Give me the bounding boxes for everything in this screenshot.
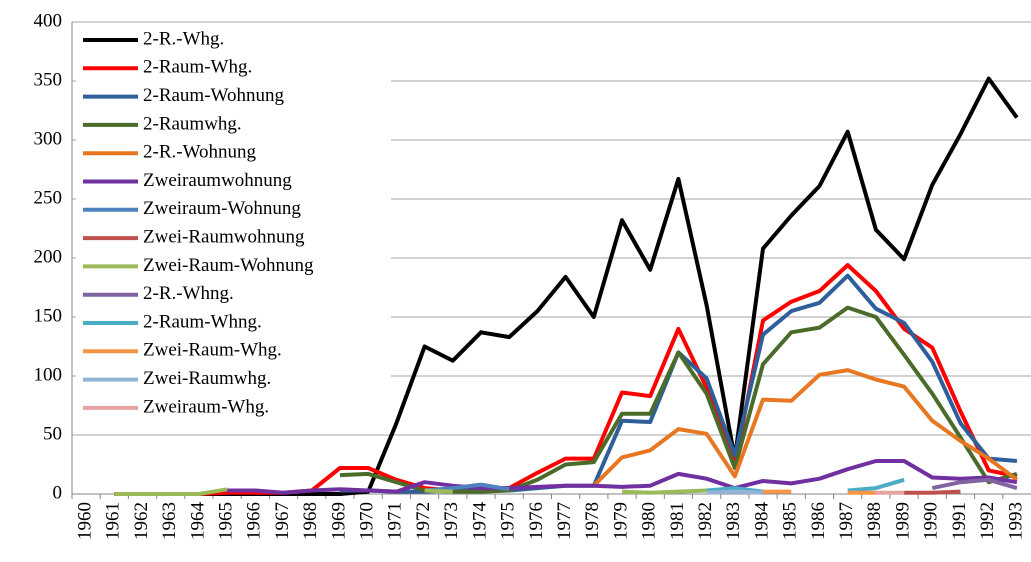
y-tick-label: 400 bbox=[34, 10, 63, 31]
x-tick-label: 1986 bbox=[808, 502, 829, 540]
series-line bbox=[592, 368, 1019, 488]
x-tick-label: 1993 bbox=[1005, 502, 1026, 540]
legend-label: 2-R.-Wohnung bbox=[143, 142, 256, 163]
x-tick-label: 1967 bbox=[272, 502, 293, 540]
x-tick-label: 1964 bbox=[187, 502, 208, 541]
legend-label: 2-Raum-Wohnung bbox=[143, 85, 284, 106]
y-tick-label: 0 bbox=[53, 482, 63, 503]
x-tick-label: 1988 bbox=[864, 502, 885, 540]
y-tick-label: 300 bbox=[34, 128, 63, 149]
legend-label: Zwei-Raumwohnung bbox=[143, 226, 305, 247]
x-tick-label: 1974 bbox=[469, 502, 490, 541]
x-tick-label: 1976 bbox=[526, 502, 547, 540]
series-line bbox=[904, 489, 961, 495]
x-tick-label: 1979 bbox=[610, 502, 631, 540]
x-tick-label: 1984 bbox=[751, 502, 772, 541]
x-tick-label: 1982 bbox=[695, 502, 716, 540]
x-tick-label: 1960 bbox=[74, 502, 95, 540]
legend-label: Zwei-Raum-Whg. bbox=[143, 340, 282, 361]
series-line bbox=[340, 273, 1018, 494]
x-tick-label: 1991 bbox=[949, 502, 970, 540]
y-tick-label: 150 bbox=[34, 305, 63, 326]
legend-label: 2-Raum-Whng. bbox=[143, 311, 262, 332]
x-tick-label: 1992 bbox=[977, 502, 998, 540]
x-tick-label: 1969 bbox=[328, 502, 349, 540]
x-tick-label: 1962 bbox=[131, 502, 152, 540]
y-tick-label: 200 bbox=[34, 246, 63, 267]
legend-label: Zwei-Raum-Wohnung bbox=[143, 255, 314, 276]
x-tick-label: 1981 bbox=[667, 502, 688, 540]
y-tick-label: 50 bbox=[43, 423, 62, 444]
x-tick-label: 1961 bbox=[103, 502, 124, 540]
x-tick-label: 1990 bbox=[921, 502, 942, 540]
legend-label: 2-R.-Whng. bbox=[143, 283, 234, 304]
legend-label: 2-Raum-Whg. bbox=[143, 57, 252, 78]
x-tick-label: 1978 bbox=[582, 502, 603, 540]
y-tick-label: 350 bbox=[34, 69, 63, 90]
legend-label: Zweiraum-Wohnung bbox=[143, 198, 301, 219]
x-tick-label: 1963 bbox=[159, 502, 180, 540]
x-tick-label: 1965 bbox=[215, 502, 236, 540]
y-tick-label: 250 bbox=[34, 187, 63, 208]
legend-label: 2-Raumwhg. bbox=[143, 113, 242, 134]
y-tick-label: 100 bbox=[34, 364, 63, 385]
series-line bbox=[763, 489, 876, 495]
x-tick-label: 1989 bbox=[892, 502, 913, 540]
x-tick-label: 1980 bbox=[639, 502, 660, 540]
legend: 2-R.-Whg. 2-Raum-Whg. 2-Raum-Wohnung 2-Raum… bbox=[76, 26, 391, 427]
series-line bbox=[931, 477, 1018, 491]
x-tick-label: 1987 bbox=[836, 502, 857, 540]
x-tick-label: 1971 bbox=[385, 502, 406, 540]
series-line bbox=[227, 459, 1018, 495]
x-tick-label: 1975 bbox=[498, 502, 519, 540]
series-line bbox=[114, 487, 707, 496]
x-tick-label: 1966 bbox=[244, 502, 265, 540]
legend-label: Zweiraum-Whg. bbox=[143, 396, 269, 417]
series-line bbox=[706, 489, 764, 495]
x-tick-label: 1970 bbox=[357, 502, 378, 540]
legend-background bbox=[76, 26, 391, 427]
legend-label: Zweiraumwohnung bbox=[143, 170, 292, 191]
x-tick-label: 1985 bbox=[780, 502, 801, 540]
legend-label: 2-R.-Whg. bbox=[143, 28, 224, 49]
x-tick-label: 1977 bbox=[554, 502, 575, 540]
x-tick-label: 1973 bbox=[441, 502, 462, 540]
x-tick-label: 1983 bbox=[723, 502, 744, 540]
x-tick-label: 1972 bbox=[413, 502, 434, 540]
legend-label: Zwei-Raumwhg. bbox=[143, 368, 271, 389]
x-tick-label: 1968 bbox=[300, 502, 321, 540]
